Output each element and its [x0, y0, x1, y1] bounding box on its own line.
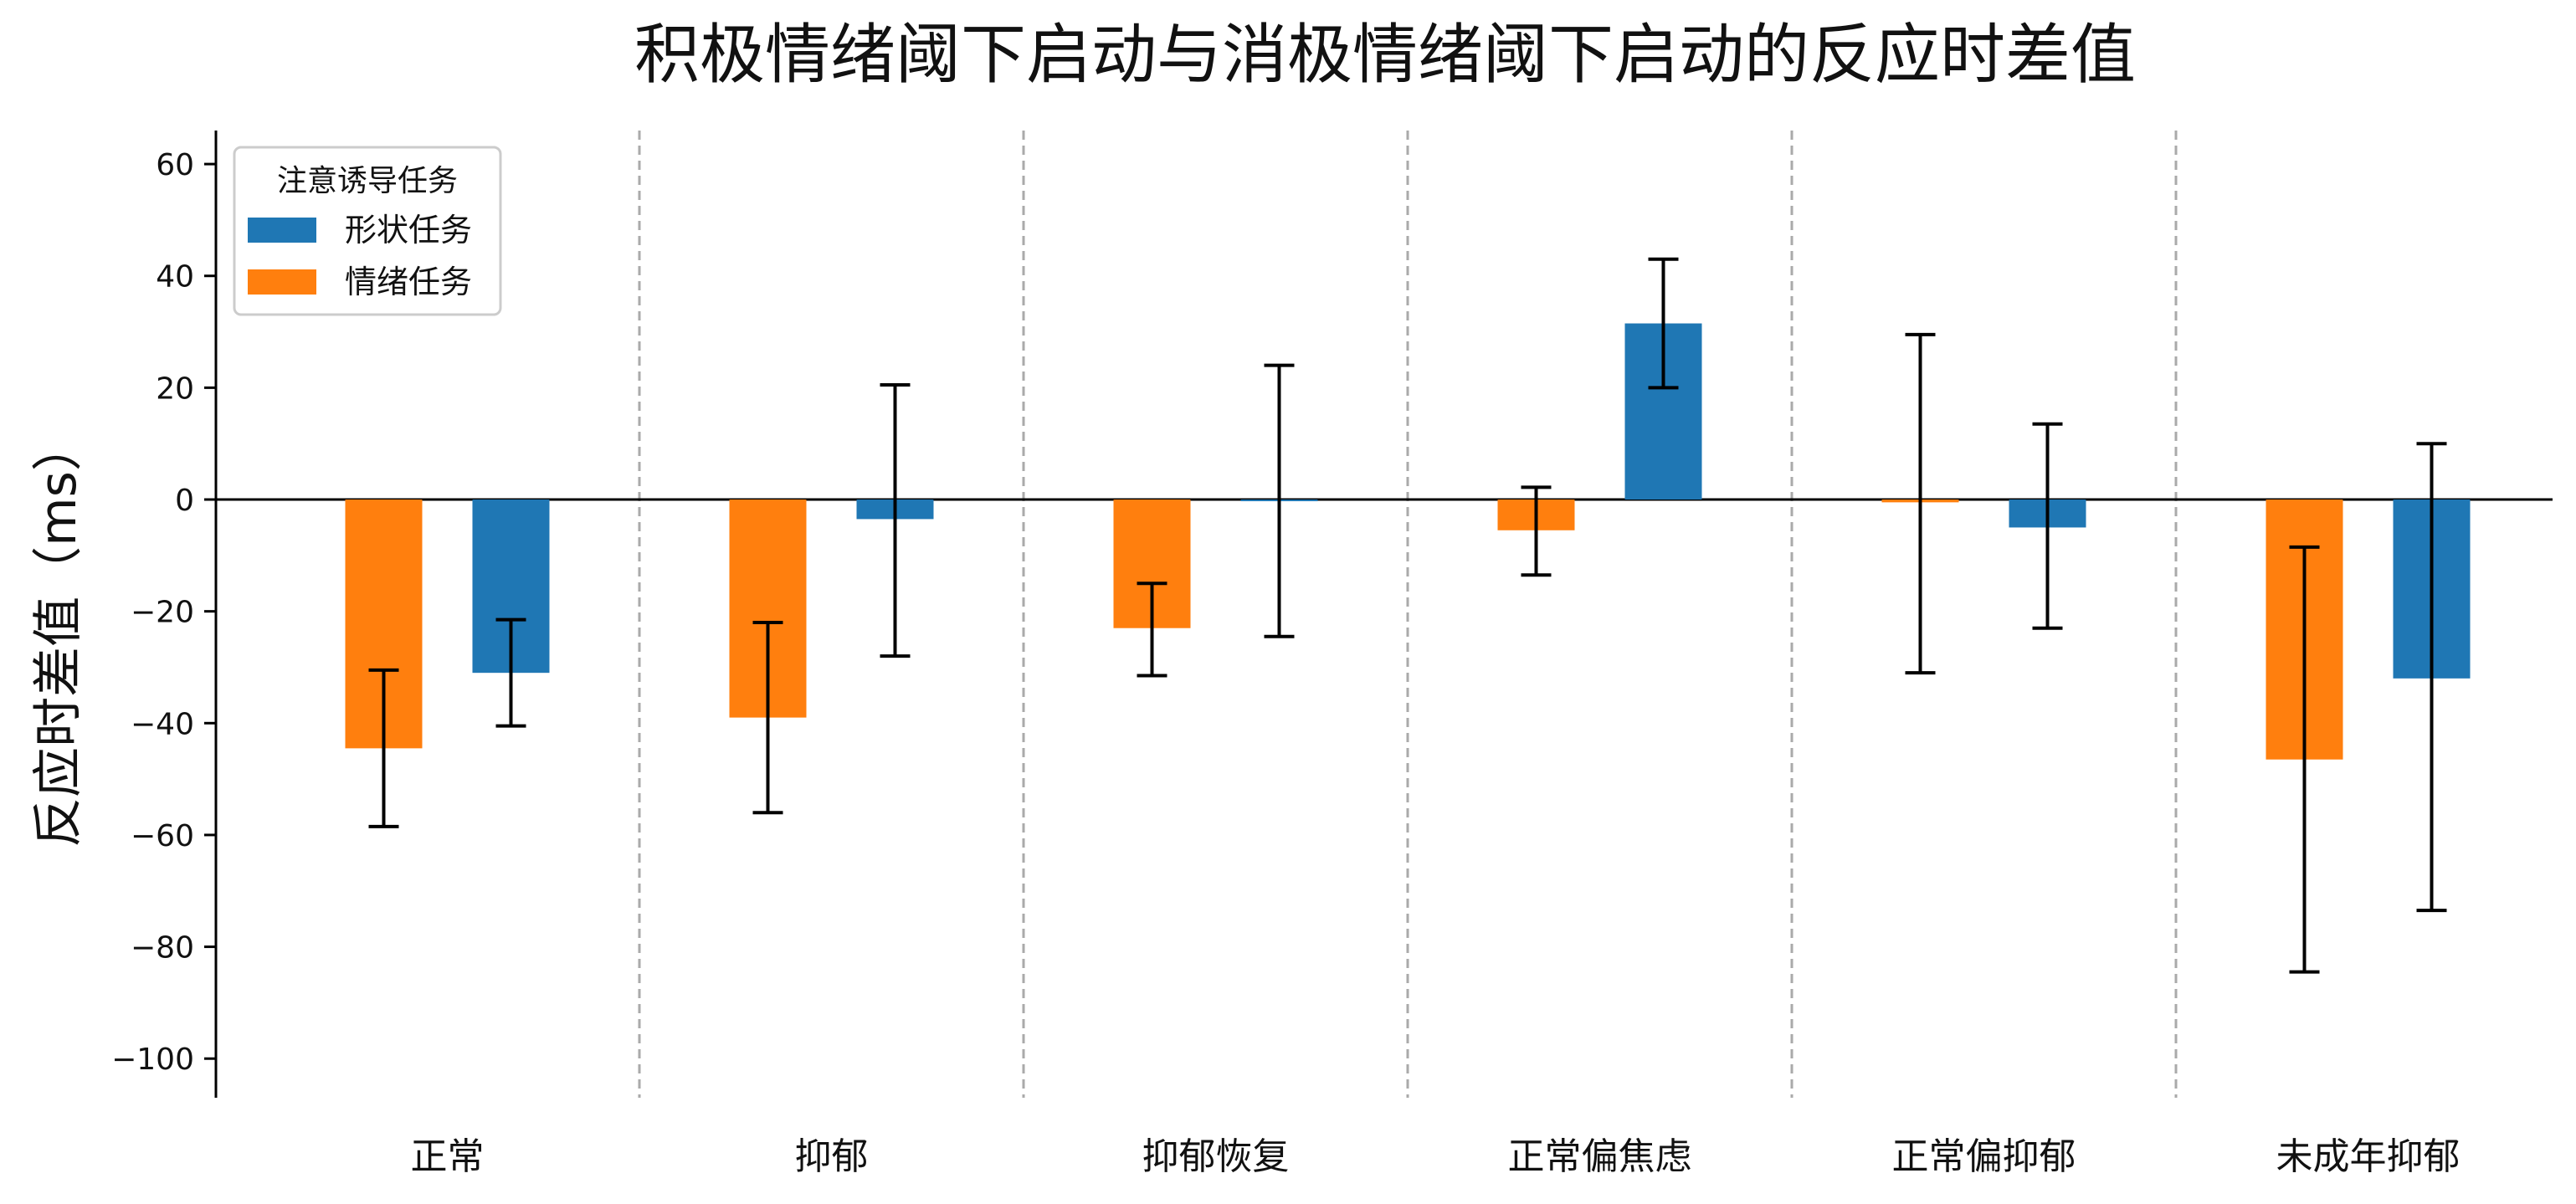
y-tick-label: −80 — [131, 931, 194, 966]
y-tick-label: −60 — [131, 819, 194, 853]
y-tick-label: 0 — [175, 484, 194, 518]
y-tick-label: −20 — [131, 596, 194, 630]
legend-swatch — [248, 218, 316, 243]
x-tick-label: 抑郁恢复 — [1142, 1135, 1290, 1178]
legend-entry-label: 形状任务 — [345, 212, 472, 248]
x-tick-label: 抑郁 — [795, 1135, 869, 1178]
y-axis-label: 反应时差值（ms） — [29, 421, 88, 848]
y-tick-label: 20 — [156, 371, 194, 406]
x-tick-label: 正常偏抑郁 — [1892, 1135, 2076, 1178]
y-tick-label: 40 — [156, 260, 194, 295]
legend-entry-label: 情绪任务 — [345, 264, 472, 300]
chart-title: 积极情绪阈下启动与消极情绪阈下启动的反应时差值 — [634, 18, 2136, 93]
legend-swatch — [248, 269, 316, 295]
legend-title: 注意诱导任务 — [277, 164, 458, 198]
y-tick-label: −100 — [111, 1043, 194, 1077]
y-tick-label: −40 — [131, 707, 194, 741]
x-tick-label: 未成年抑郁 — [2276, 1135, 2461, 1178]
x-tick-label: 正常偏焦虑 — [1508, 1135, 1692, 1178]
y-tick-label: 60 — [156, 148, 194, 182]
x-tick-label: 正常 — [411, 1135, 485, 1178]
plot-area: 60 40 20 0 −20 −40 −60 −80 −100 正常 抑郁 抑郁恢复 正常偏焦虑 正常偏抑… — [111, 131, 2553, 1178]
